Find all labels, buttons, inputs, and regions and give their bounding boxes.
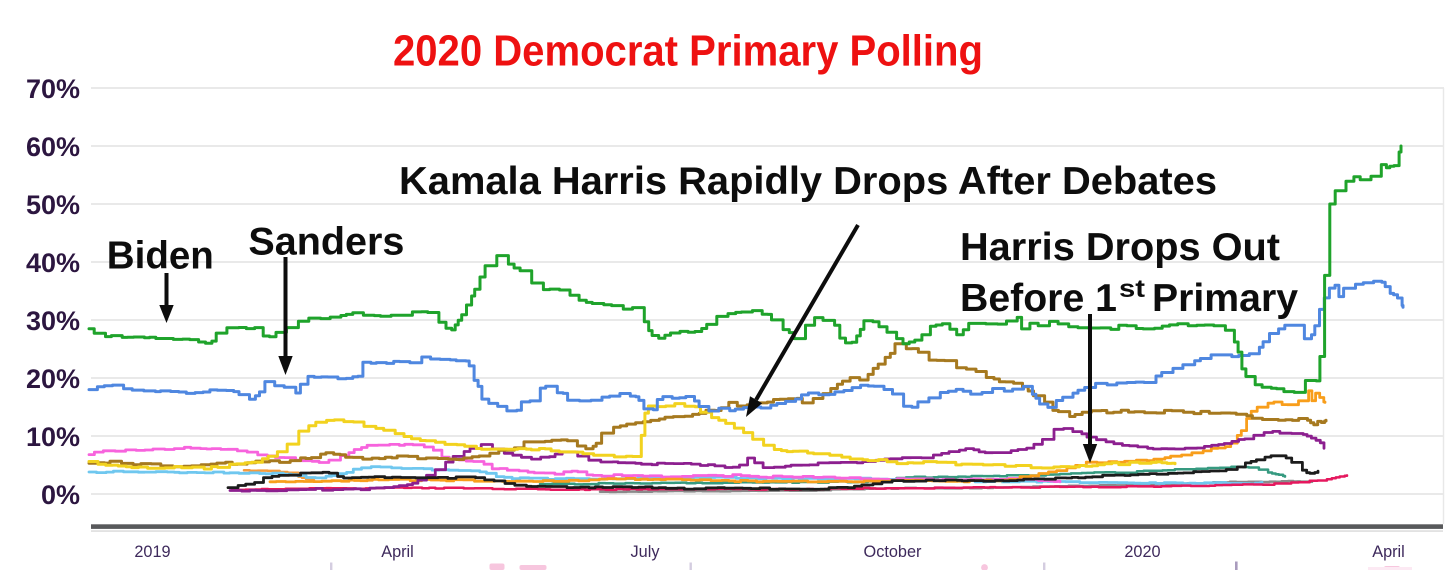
svg-text:0%: 0% [41, 480, 80, 510]
svg-text:Biden: Biden [107, 235, 214, 278]
svg-text:2019: 2019 [134, 543, 170, 561]
svg-text:Harris Drops Out: Harris Drops Out [960, 226, 1280, 269]
svg-text:Kamala Harris Rapidly Drops Af: Kamala Harris Rapidly Drops After Debate… [399, 160, 1217, 203]
svg-text:st: st [1119, 275, 1146, 303]
svg-text:April: April [381, 543, 414, 561]
svg-text:July: July [631, 543, 661, 561]
svg-text:10%: 10% [26, 422, 80, 452]
svg-text:April: April [1372, 543, 1405, 561]
svg-text:50%: 50% [26, 190, 80, 220]
svg-text:30%: 30% [26, 306, 80, 336]
svg-text:2020: 2020 [1124, 543, 1160, 561]
svg-text:October: October [864, 543, 922, 561]
svg-text:Sanders: Sanders [248, 221, 404, 264]
svg-text:Primary: Primary [1152, 277, 1298, 320]
svg-text:2020 Democrat Primary Polling: 2020 Democrat Primary Polling [393, 27, 983, 76]
svg-text:40%: 40% [26, 248, 80, 278]
svg-text:Before 1: Before 1 [960, 277, 1117, 320]
svg-text:20%: 20% [26, 364, 80, 394]
svg-text:60%: 60% [26, 132, 80, 162]
svg-text:70%: 70% [26, 74, 80, 104]
